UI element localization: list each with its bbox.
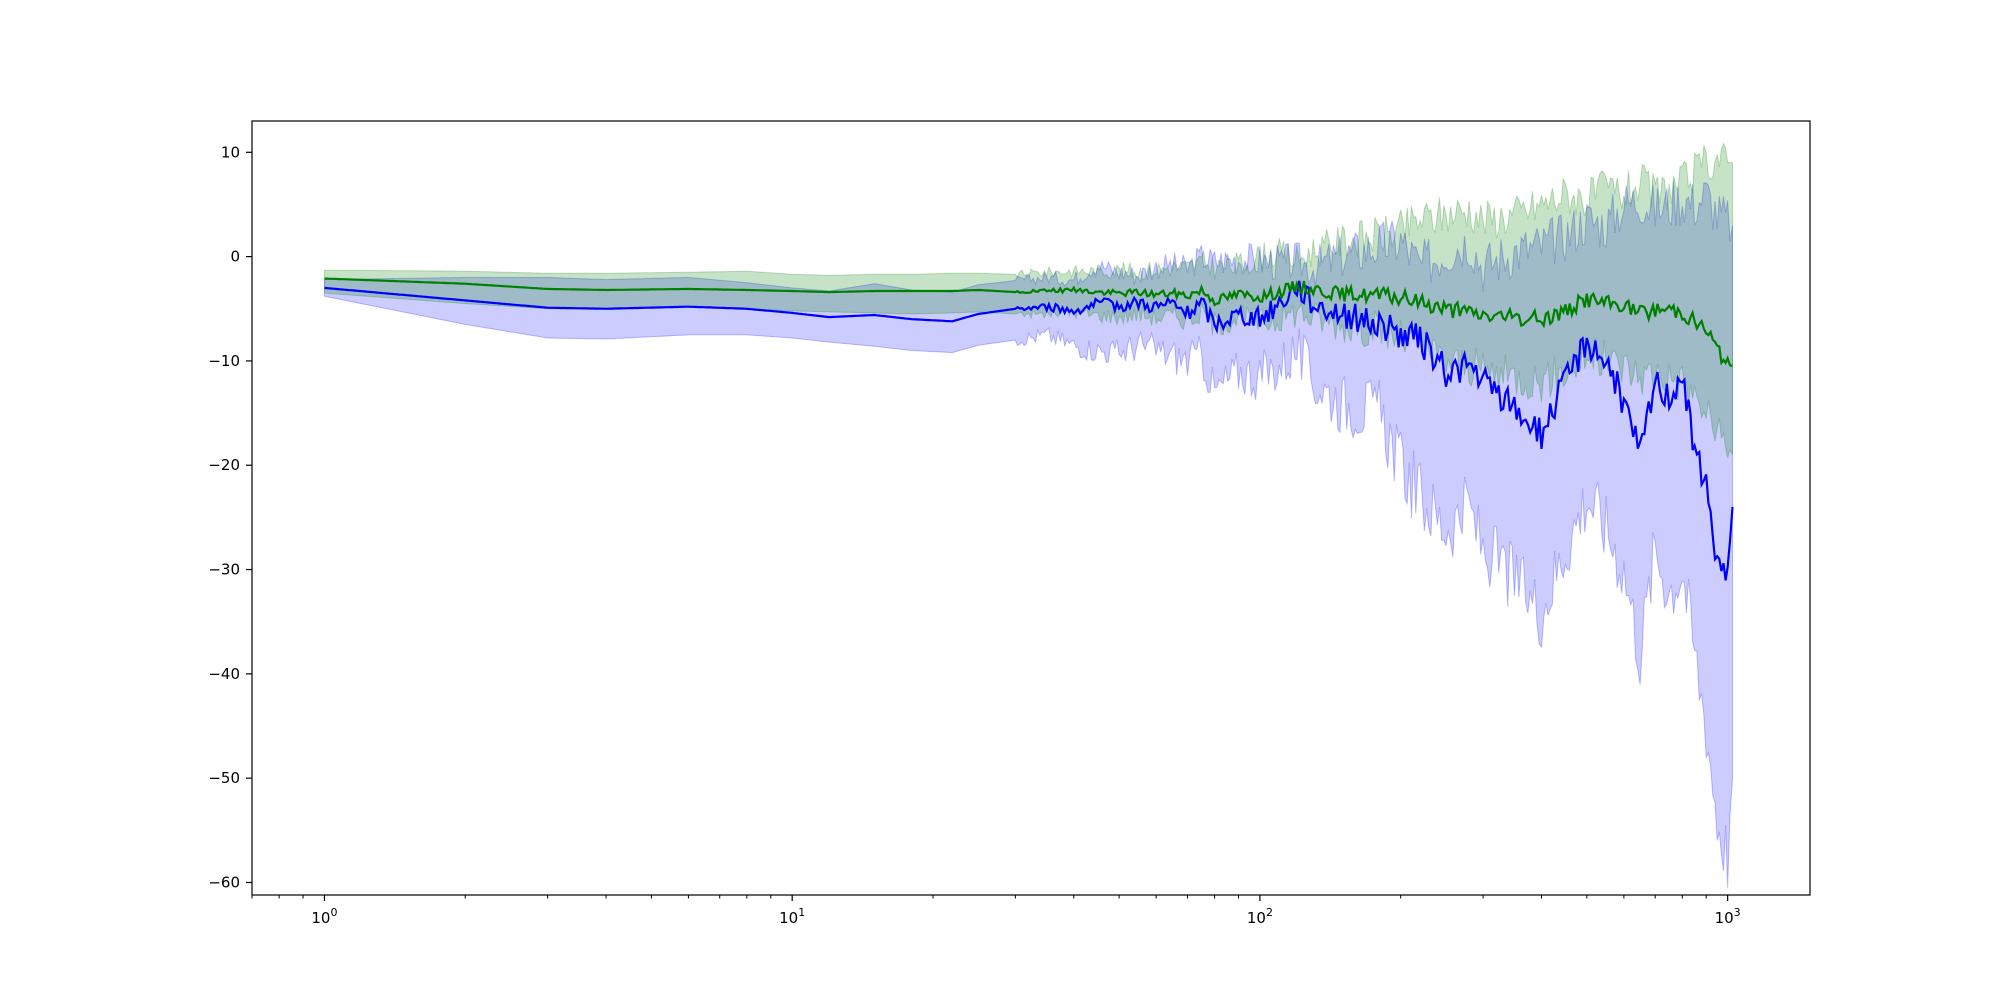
y-tick-label: 10 [221, 143, 240, 161]
x-tick-label: 102 [1247, 906, 1273, 927]
series-0-band [324, 180, 1733, 889]
y-tick-label: −30 [208, 561, 240, 579]
y-tick-label: −60 [208, 873, 240, 891]
series-lines [324, 277, 1734, 581]
series-1-band [324, 142, 1733, 458]
series-0-line [324, 280, 1734, 581]
y-tick-label: −10 [208, 352, 240, 370]
x-axis: 100 101 102 103 [251, 895, 1741, 927]
y-tick-label: −20 [208, 456, 240, 474]
x-tick-label: 100 [311, 906, 337, 927]
y-tick-label: 0 [230, 248, 240, 266]
axes-frame [251, 120, 1811, 896]
series-1-line [324, 277, 1733, 368]
y-axis: 10 0 −10 −20 −30 −40 −50 −60 [208, 143, 252, 891]
confidence-bands [324, 142, 1733, 889]
y-tick-label: −50 [208, 769, 240, 787]
y-tick-label: −40 [208, 665, 240, 683]
x-tick-label: 101 [779, 906, 805, 927]
x-tick-label: 103 [1715, 906, 1741, 927]
